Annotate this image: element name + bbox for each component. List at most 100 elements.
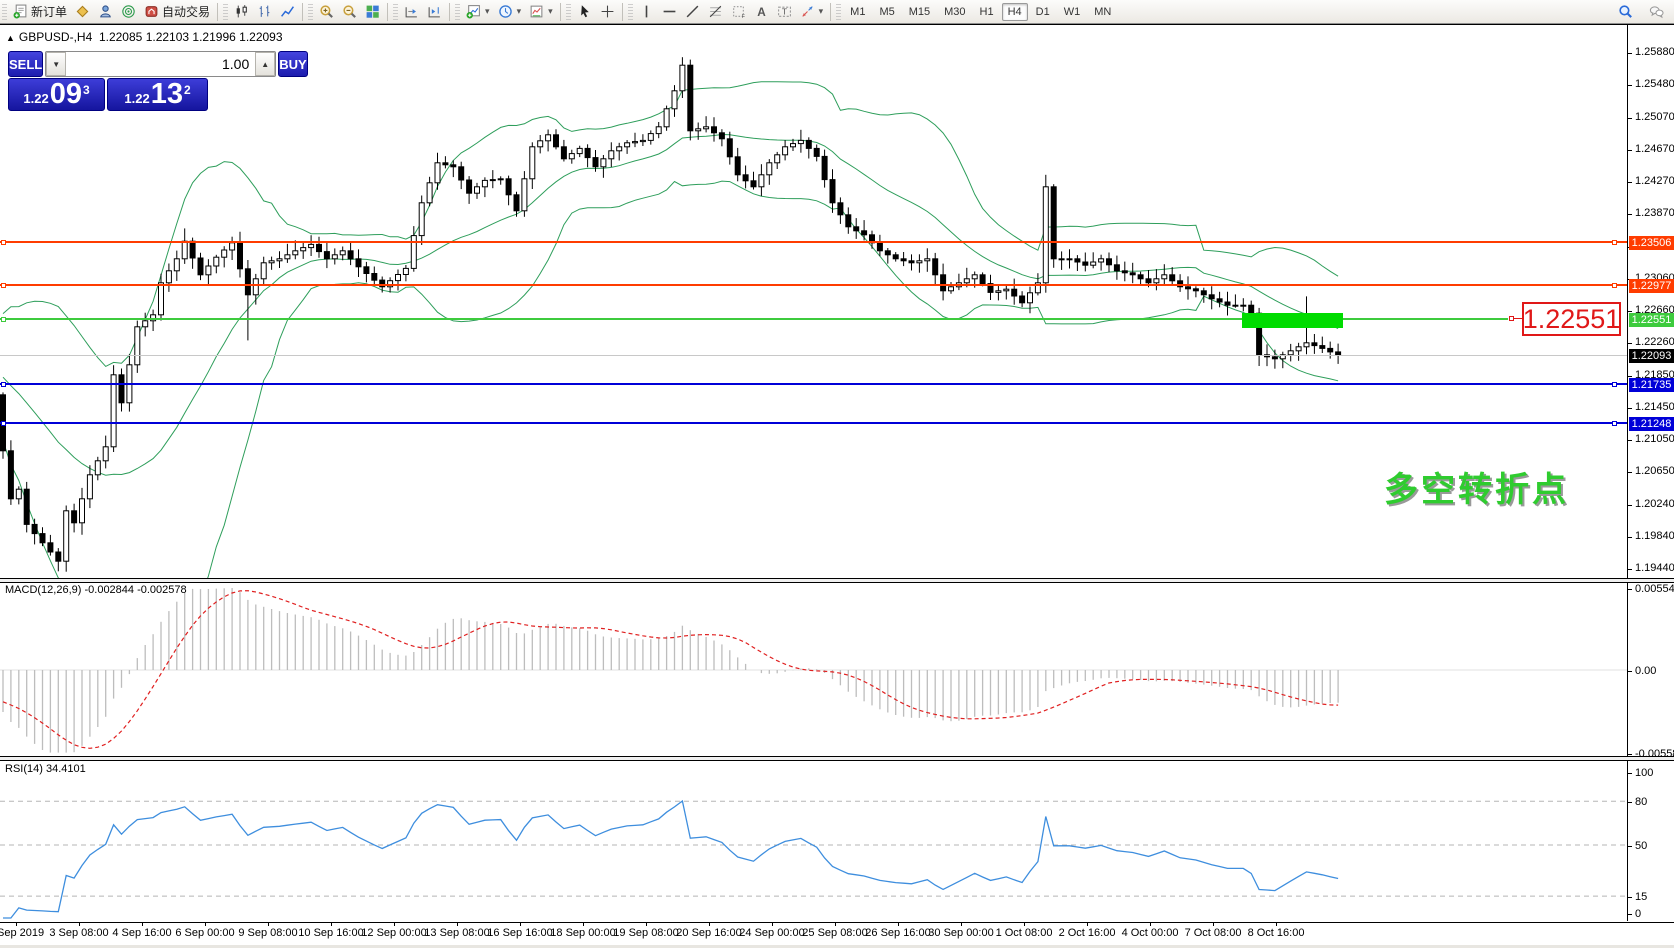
ohlc-icon	[257, 4, 272, 19]
resistance-line-left-handle[interactable]	[1, 283, 6, 288]
dropdown-arrow-icon[interactable]: ▾	[818, 6, 824, 16]
time-tick	[1150, 923, 1151, 926]
chart-shift-button[interactable]	[423, 1, 446, 22]
trendline-tool[interactable]	[681, 1, 704, 22]
resistance-line-left-handle[interactable]	[1, 240, 6, 245]
chart-ohlc-header: ▲ GBPUSD-,H4 1.22085 1.22103 1.21996 1.22…	[6, 30, 283, 44]
volume-input[interactable]	[66, 52, 256, 76]
time-axis[interactable]: 2 Sep 2019 3 Sep 08:004 Sep 16:006 Sep 00…	[0, 922, 1674, 945]
timeframe-w1-button[interactable]: W1	[1063, 5, 1081, 18]
timeframe-d1-button[interactable]: D1	[1035, 5, 1050, 18]
dropdown-arrow-icon[interactable]: ▾	[548, 6, 553, 16]
arrows-tool[interactable]: ▾	[796, 1, 828, 22]
cursor-icon	[577, 4, 592, 19]
callout-anchor-handle[interactable]	[1509, 316, 1514, 321]
timeframe-m15-button[interactable]: M15	[908, 5, 931, 18]
buy-price-display[interactable]: 1.22 13 2	[107, 78, 208, 111]
price-axis[interactable]: 1.25880 1.25480 1.25070 1.24670 1.24270 1.238…	[1627, 25, 1674, 921]
support-line-right-handle[interactable]	[1612, 421, 1617, 426]
crosshair-tool-button[interactable]	[596, 1, 619, 22]
chart-shift-icon	[427, 4, 442, 19]
dropdown-arrow-icon[interactable]: ▾	[485, 6, 490, 16]
fibonacci-tool[interactable]	[704, 1, 727, 22]
tile-windows-button[interactable]	[361, 1, 384, 22]
templates-button[interactable]: ▾	[525, 1, 557, 22]
candlestick-chart-button[interactable]	[230, 1, 253, 22]
timeframe-h4-button[interactable]: H4	[1001, 2, 1028, 21]
data-window-button[interactable]	[94, 1, 117, 22]
price-callout-label[interactable]: 1.22551	[1522, 302, 1621, 336]
support-line-right-handle[interactable]	[1612, 382, 1617, 387]
time-tick-label: 7 Oct 08:00	[1184, 927, 1242, 939]
bar-chart-button[interactable]	[253, 1, 276, 22]
volume-stepper: ▼ ▲	[45, 51, 277, 77]
profiles-icon	[498, 4, 513, 19]
navigator-button[interactable]	[117, 1, 140, 22]
dropdown-arrow-icon[interactable]: ▾	[516, 6, 522, 16]
buy-button[interactable]: BUY	[278, 51, 308, 77]
pivot-line-left-handle[interactable]	[1, 317, 6, 322]
autotrade-button[interactable]: 自动交易	[140, 0, 214, 23]
resistance-line-right-handle[interactable]	[1612, 240, 1617, 245]
toolbar-grip[interactable]	[627, 3, 633, 20]
search-icon	[1618, 4, 1633, 19]
price-tick	[1628, 376, 1632, 377]
market-watch-button[interactable]	[71, 1, 94, 22]
timeframe-m30-button[interactable]: M30	[944, 5, 966, 18]
line-chart-button[interactable]	[276, 1, 299, 22]
timeframe-h1-button[interactable]: H1	[979, 5, 994, 18]
pivot-line[interactable]	[0, 318, 1508, 320]
time-tick	[1276, 923, 1277, 926]
support-line-left-handle[interactable]	[1, 421, 6, 426]
toolbar-grip[interactable]	[565, 3, 571, 20]
gbpusd-h4-chart-window: 1.22551 多空转折点 ▲ GBPUSD-,H4 1.22085 1.2210…	[0, 24, 1674, 948]
zoom-in-button[interactable]	[315, 1, 338, 22]
template-icon	[529, 4, 544, 19]
timeframe-m1-button[interactable]: M1	[850, 5, 866, 18]
support-line[interactable]	[0, 383, 1627, 385]
support-line[interactable]	[0, 422, 1627, 424]
support-line-left-handle[interactable]	[1, 382, 6, 387]
timeframe-m5-button[interactable]: M5	[879, 5, 895, 18]
channel-tool[interactable]: F	[727, 1, 750, 22]
toolbar-grip[interactable]	[393, 3, 399, 20]
toolbar-grip[interactable]	[2, 3, 7, 20]
text-label-tool[interactable]: T	[773, 1, 796, 22]
chinese-note-label[interactable]: 多空转折点	[1384, 471, 1569, 509]
sell-price-display[interactable]: 1.22 09 3	[8, 78, 106, 111]
vertical-line-tool[interactable]	[635, 1, 658, 22]
resistance-line[interactable]	[0, 284, 1627, 286]
resistance-line-right-handle[interactable]	[1612, 283, 1617, 288]
time-tick-label: 4 Oct 00:00	[1121, 927, 1179, 939]
support-zone-box[interactable]	[1242, 313, 1343, 328]
toolbar-grip[interactable]	[308, 3, 314, 20]
new-chart-button[interactable]: ▾	[462, 1, 494, 22]
volume-increase-button[interactable]: ▲	[255, 52, 276, 76]
new-order-button[interactable]: 新订单	[9, 0, 71, 23]
volume-decrease-button[interactable]: ▼	[46, 52, 67, 76]
toolbar-grip[interactable]	[836, 3, 842, 20]
cursor-tool-button[interactable]	[573, 1, 596, 22]
pane-splitter[interactable]	[0, 578, 1674, 583]
timeframe-mn-button[interactable]: MN	[1094, 5, 1112, 18]
price-tick-label: 1.20650	[1635, 465, 1674, 477]
search-button[interactable]	[1614, 1, 1637, 22]
toolbar-grip[interactable]	[223, 3, 229, 20]
community-chat-button[interactable]	[1645, 1, 1668, 22]
auto-scroll-button[interactable]	[400, 1, 423, 22]
zoom-out-button[interactable]	[338, 1, 361, 22]
sell-price-point: 3	[82, 83, 90, 97]
collapse-panel-icon[interactable]: ▲	[6, 33, 15, 43]
resistance-line[interactable]	[0, 241, 1627, 243]
sell-button[interactable]: SELL	[8, 51, 44, 77]
macd-signal-value: -0.002578	[137, 584, 187, 596]
profiles-button[interactable]: ▾	[494, 1, 526, 22]
pane-splitter[interactable]	[0, 756, 1674, 761]
rsi-value: 34.4101	[45, 763, 86, 775]
time-tick-label: 4 Sep 16:00	[112, 927, 172, 939]
toolbar-grip[interactable]	[455, 3, 461, 20]
text-tool[interactable]: A	[750, 1, 773, 22]
price-tick	[1628, 505, 1632, 506]
horizontal-line-tool[interactable]	[658, 1, 681, 22]
